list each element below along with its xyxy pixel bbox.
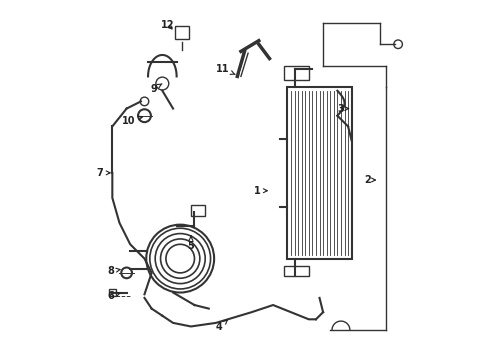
Text: 4: 4	[216, 320, 227, 332]
Bar	[283, 66, 308, 80]
Text: 12: 12	[161, 19, 174, 30]
Text: 11: 11	[216, 64, 235, 75]
Text: 10: 10	[122, 116, 142, 126]
Bar	[190, 205, 205, 216]
Text: 3: 3	[337, 104, 348, 113]
Text: 5: 5	[187, 235, 194, 251]
Bar	[287, 87, 351, 258]
Bar	[175, 26, 189, 39]
Text: 7: 7	[96, 168, 110, 178]
Bar	[283, 266, 308, 276]
Text: 8: 8	[107, 266, 120, 276]
Text: 1: 1	[253, 186, 267, 196]
Bar	[108, 289, 116, 296]
Text: 2: 2	[364, 175, 375, 185]
Text: 6: 6	[107, 291, 120, 301]
Text: 9: 9	[150, 84, 162, 94]
